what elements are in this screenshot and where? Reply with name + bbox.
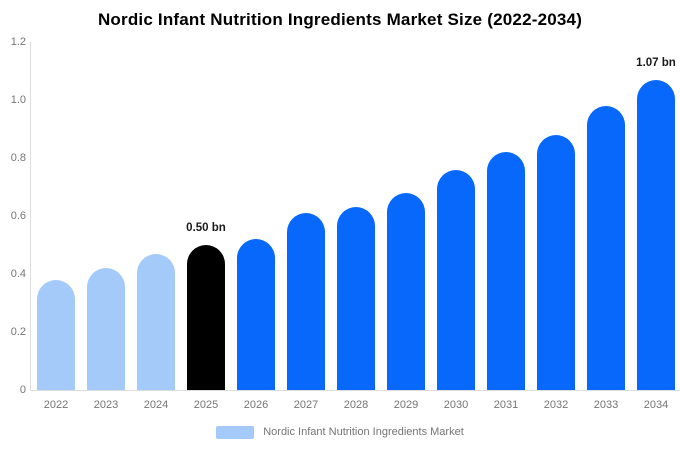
x-tick-label-2029: 2029 [393,399,419,411]
y-tick-label-0.6: 0.6 [10,210,26,222]
bar-2027[interactable] [287,213,325,390]
bar-2029[interactable] [387,193,425,390]
x-tick-label-2032: 2032 [543,399,569,411]
bar-2025[interactable] [187,245,225,390]
x-tick-label-2028: 2028 [343,399,369,411]
legend-label: Nordic Infant Nutrition Ingredients Mark… [263,426,464,438]
bar-2033[interactable] [587,106,625,390]
bar-2030[interactable] [437,170,475,390]
x-tick-label-2027: 2027 [293,399,319,411]
x-tick-label-2026: 2026 [243,399,269,411]
x-tick-label-2030: 2030 [443,399,469,411]
bar-2028[interactable] [337,207,375,390]
bar-2023[interactable] [87,268,125,390]
x-tick-label-2022: 2022 [43,399,69,411]
chart-title: Nordic Infant Nutrition Ingredients Mark… [97,10,583,29]
bar-2022[interactable] [37,280,75,390]
bar-2031[interactable] [487,152,525,390]
y-axis-line [30,42,31,390]
x-axis-line [30,390,680,391]
bar-2032[interactable] [537,135,575,390]
bar-2024[interactable] [137,254,175,390]
y-tick-label-1.2: 1.2 [10,36,26,48]
x-tick-label-2023: 2023 [93,399,119,411]
value-label-2034: 1.07 bn [636,57,676,69]
y-tick-label-0.2: 0.2 [10,326,26,338]
bar-2034[interactable] [637,80,675,390]
y-tick-label-0.4: 0.4 [10,268,26,280]
y-tick-label-0: 0 [19,384,26,396]
y-tick-label-1.0: 1.0 [10,94,26,106]
x-tick-label-2031: 2031 [493,399,519,411]
y-tick-label-0.8: 0.8 [10,152,26,164]
x-tick-label-2024: 2024 [143,399,169,411]
x-tick-label-2025: 2025 [193,399,219,411]
value-label-2025: 0.50 bn [186,222,226,234]
legend-item[interactable]: Nordic Infant Nutrition Ingredients Mark… [0,423,680,441]
bar-2026[interactable] [237,239,275,390]
legend-swatch [216,425,255,439]
x-tick-label-2034: 2034 [643,399,669,411]
x-tick-label-2033: 2033 [593,399,619,411]
